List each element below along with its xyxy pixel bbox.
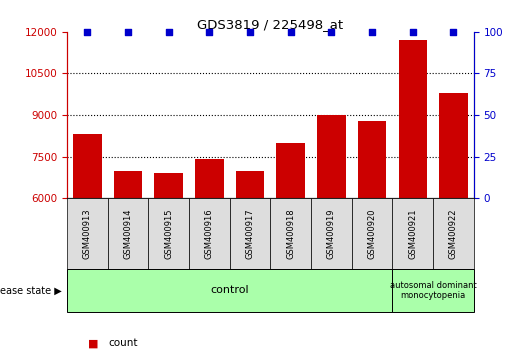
Text: GSM400920: GSM400920 [368,209,376,259]
Bar [236,171,264,198]
Text: GSM400914: GSM400914 [124,209,132,259]
Point [449,29,458,35]
Text: control: control [210,285,249,295]
Bar [399,40,427,198]
Bar [439,93,468,198]
Text: ■: ■ [88,338,98,348]
Title: GDS3819 / 225498_at: GDS3819 / 225498_at [197,18,344,31]
Text: GSM400921: GSM400921 [408,209,417,259]
Bar [277,143,305,198]
Point [286,29,295,35]
Bar [358,121,386,198]
Point [409,29,417,35]
Bar [195,159,224,198]
Bar [73,135,101,198]
Text: GSM400916: GSM400916 [205,208,214,259]
Text: GSM400915: GSM400915 [164,209,173,259]
Point [328,29,336,35]
Text: GSM400919: GSM400919 [327,209,336,259]
Bar [317,115,346,198]
Point [205,29,214,35]
Point [83,29,92,35]
Text: GSM400913: GSM400913 [83,208,92,259]
Point [165,29,173,35]
Point [124,29,132,35]
Text: GSM400918: GSM400918 [286,208,295,259]
Text: count: count [108,338,138,348]
Point [246,29,254,35]
Bar [114,171,142,198]
Text: GSM400922: GSM400922 [449,209,458,259]
Text: GSM400917: GSM400917 [246,208,254,259]
Bar [154,173,183,198]
Text: disease state ▶: disease state ▶ [0,285,62,295]
Point [368,29,376,35]
Text: autosomal dominant
monocytopenia: autosomal dominant monocytopenia [390,281,476,300]
